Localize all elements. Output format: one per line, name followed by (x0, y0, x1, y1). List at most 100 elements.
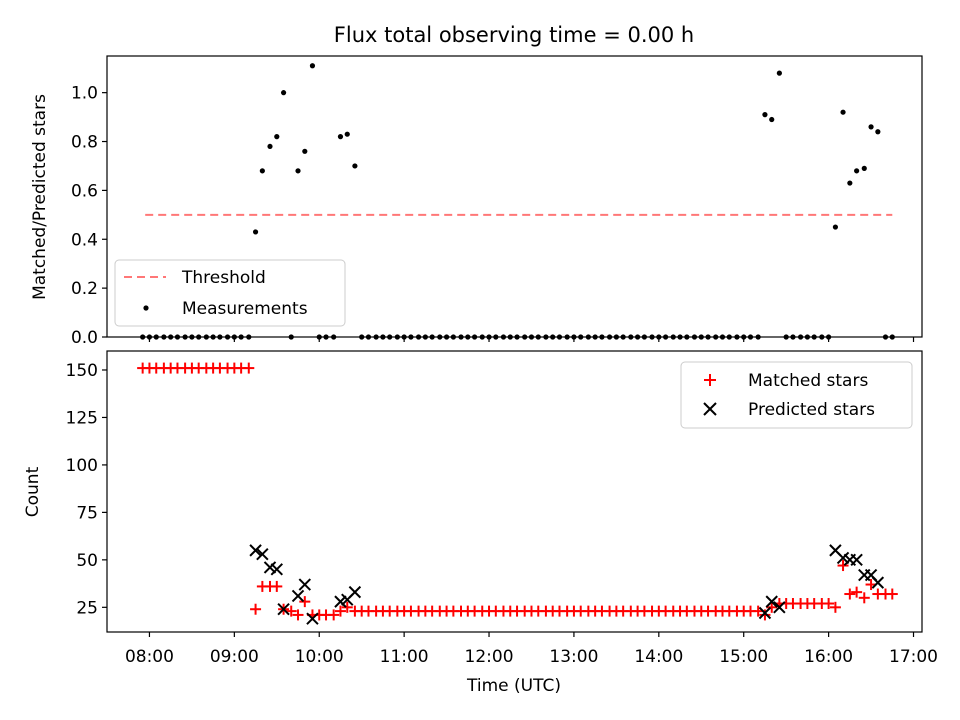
top-y-axis-label: Matched/Predicted stars (30, 94, 50, 300)
measurement-point (337, 134, 344, 140)
measurement-point (861, 165, 867, 171)
matched-star-point (292, 609, 304, 621)
top-x-axis (148, 337, 915, 342)
measurement-point (280, 90, 287, 96)
predicted-x-b (270, 563, 283, 576)
matched-star-point (250, 603, 262, 615)
matched-star-point (837, 560, 849, 572)
measurement-point (309, 63, 316, 69)
measurement-point (769, 116, 775, 123)
measurement-point (352, 163, 358, 169)
measurement-point (295, 168, 301, 174)
predicted-star-point (270, 563, 283, 576)
matched-star-point (829, 601, 841, 613)
top-y-tick-label: 1.0 (71, 84, 98, 104)
matched-star-point (328, 609, 340, 621)
matched-star-point (299, 596, 311, 608)
predicted-x-b (298, 578, 312, 591)
measurement-point (776, 70, 782, 76)
predicted-x-b (850, 553, 863, 567)
predicted-star-point (765, 595, 778, 608)
top-panel: Flux total observing time = 0.00 h 0.0 0.… (30, 23, 923, 348)
measurement-point (274, 134, 280, 140)
predicted-x-b (758, 606, 772, 620)
bottom-axes-frame (106, 350, 923, 633)
bottom-y-tick-label: 75 (76, 503, 98, 523)
predicted-x-b (773, 601, 786, 614)
predicted-star-point (871, 576, 885, 589)
bottom-x-tick-label: 13:00 (549, 647, 598, 667)
predicted-x-b (256, 547, 269, 561)
predicted-star-point (249, 544, 262, 557)
measurement-point (267, 143, 273, 150)
predicted-x-b (263, 561, 277, 574)
predicted-star-point (850, 553, 863, 567)
legend-predicted-swatch (703, 402, 717, 416)
predicted-star-point (773, 601, 786, 614)
predicted-x-b (348, 585, 362, 599)
top-y-tick-label: 0.0 (71, 328, 98, 348)
predicted-star-point (291, 589, 305, 603)
measurement-point (854, 168, 860, 174)
matched-star-point (844, 588, 856, 600)
legend-measurements-label: Measurements (182, 299, 308, 319)
bottom-y-tick-label: 125 (66, 408, 98, 428)
predicted-x-b (871, 576, 885, 589)
top-legend: Threshold Measurements (114, 259, 346, 327)
predicted-x-b (765, 595, 778, 608)
top-chart-title: Flux total observing time = 0.00 h (334, 23, 694, 47)
bottom-legend-box (680, 361, 913, 429)
bottom-y-axis-label: Count (23, 466, 43, 517)
bottom-x-axis: 08:00 09:00 10:00 11:00 12:00 13:00 14:00 15:00… (125, 632, 938, 667)
predicted-x-b (249, 544, 262, 557)
matched-star-point (886, 588, 898, 600)
bottom-x-tick-label: 16:00 (804, 647, 853, 667)
matched-star-point (341, 601, 353, 613)
bottom-x-tick-label: 14:00 (634, 647, 683, 667)
bottom-x-axis-label: Time (UTC) (466, 676, 561, 696)
bottom-y-tick-label: 25 (76, 598, 98, 618)
matched-star-point (851, 586, 863, 598)
predicted-x-b (277, 603, 290, 616)
measurement-point (259, 168, 265, 174)
predicted-star-point (348, 585, 362, 599)
bottom-x-tick-label: 15:00 (719, 647, 768, 667)
bottom-x-tick-label: 09:00 (210, 647, 259, 667)
bottom-x-tick-label: 08:00 (125, 647, 174, 667)
predicted-x-b (306, 612, 319, 625)
bottom-y-tick-label: 150 (66, 361, 98, 381)
measurement-point (302, 148, 308, 154)
legend-matched-swatch (704, 374, 716, 386)
bottom-y-tick-label: 100 (66, 456, 98, 476)
bottom-x-tick-label: 10:00 (295, 647, 344, 667)
top-y-tick-label: 0.2 (71, 279, 98, 299)
matched-star-point (243, 362, 255, 374)
predicted-x-b (291, 589, 305, 603)
predicted-star-point (758, 606, 772, 620)
bottom-y-tick-label: 50 (76, 551, 98, 571)
top-y-axis: 0.0 0.2 0.4 0.6 0.8 1.0 (71, 84, 107, 348)
matched-star-point (759, 609, 771, 621)
legend-matched-label: Matched stars (748, 371, 868, 391)
legend-threshold-label: Threshold (181, 268, 266, 288)
legend-measurements-swatch (143, 305, 149, 311)
matched-star-point (766, 601, 778, 613)
bottom-x-tick-label: 11:00 (380, 647, 429, 667)
bottom-legend: Matched stars Predicted stars (680, 361, 913, 429)
bottom-x-tick-label: 12:00 (465, 647, 514, 667)
predicted-star-point (306, 612, 319, 625)
predicted-star-point (277, 603, 290, 616)
measurement-point (832, 224, 839, 230)
predicted-x-b (829, 544, 842, 557)
predicted-x-b (836, 551, 850, 565)
measurement-point (252, 229, 259, 235)
matched-star-point (271, 580, 283, 592)
measurement-point (868, 124, 874, 130)
bottom-panel: 25 50 75 100 125 150 08:00 09:00 10:00 11:00 12:0… (23, 350, 938, 696)
legend-predicted-label: Predicted stars (748, 400, 875, 420)
top-y-tick-label: 0.4 (71, 230, 98, 250)
top-axes-frame (106, 55, 923, 338)
predicted-star-point (256, 547, 269, 561)
matched-star-point (823, 598, 835, 610)
